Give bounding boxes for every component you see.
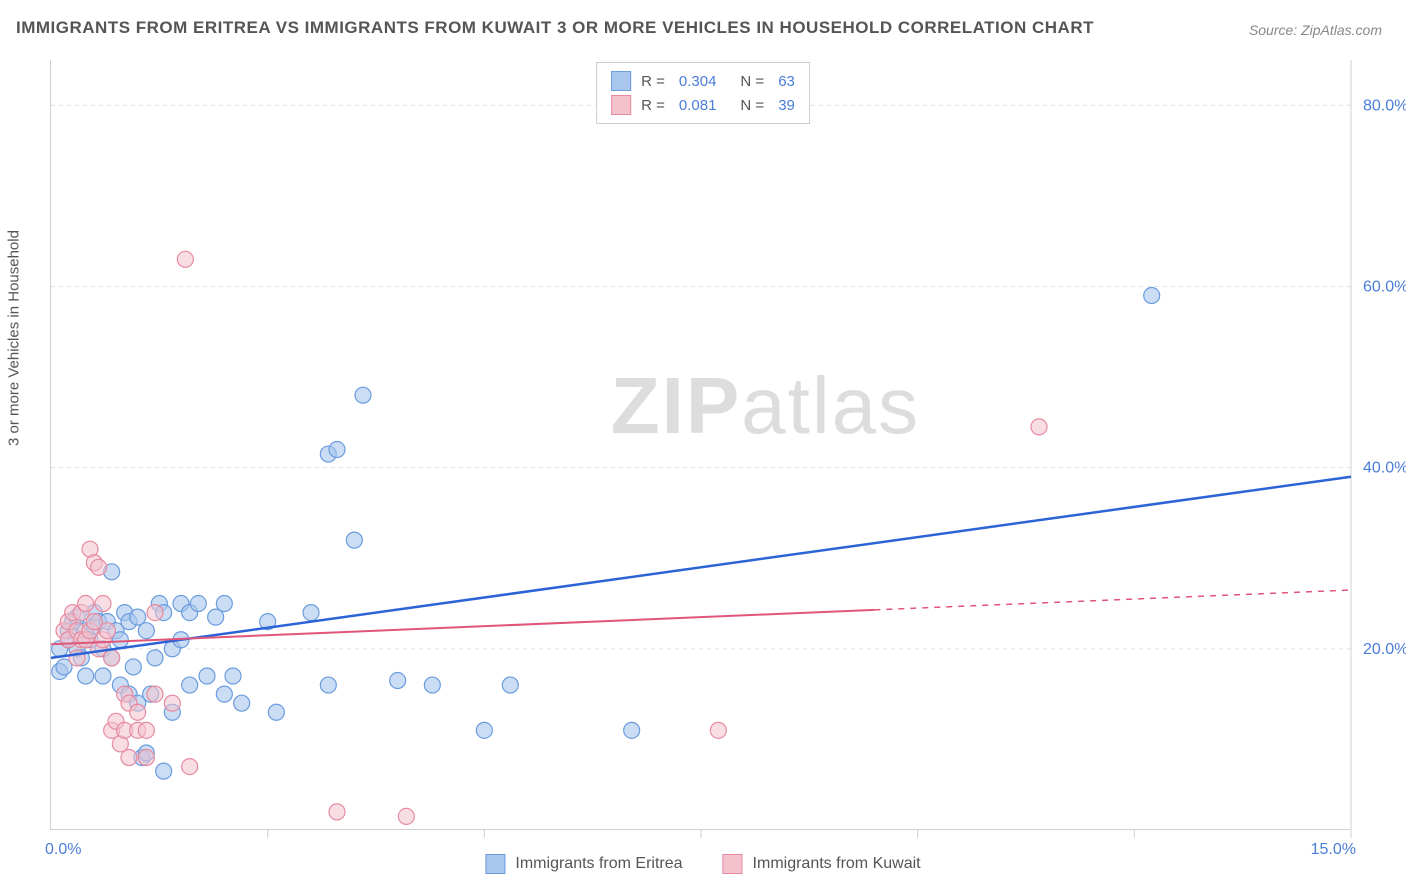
legend-r-value: 0.304 [679,73,717,90]
legend-n-value: 63 [778,73,795,90]
svg-text:60.0%: 60.0% [1363,278,1406,295]
legend-r-value: 0.081 [679,97,717,114]
y-axis-title: 3 or more Vehicles in Household [6,230,23,446]
legend-row: R = 0.304 N = 63 [611,69,795,93]
correlation-legend: R = 0.304 N = 63 R = 0.081 N = 39 [596,62,810,124]
chart-title: IMMIGRANTS FROM ERITREA VS IMMIGRANTS FR… [16,18,1094,38]
svg-text:80.0%: 80.0% [1363,97,1406,114]
legend-swatch [611,71,631,91]
x-axis-right-label: 15.0% [1311,841,1356,859]
plot-area: ZIPatlas 20.0%40.0%60.0%80.0% 0.0% 15.0% [50,60,1350,830]
source-attribution: Source: ZipAtlas.com [1249,22,1382,38]
series-name: Immigrants from Kuwait [753,855,921,873]
legend-r-label: R = [641,97,665,114]
trend-layer [51,60,1350,829]
svg-text:40.0%: 40.0% [1363,460,1406,477]
legend-swatch [485,854,505,874]
series-legend-item: Immigrants from Kuwait [723,854,921,874]
legend-r-label: R = [641,73,665,90]
legend-swatch [611,95,631,115]
legend-n-label: N = [740,73,764,90]
legend-swatch [723,854,743,874]
legend-n-value: 39 [778,97,795,114]
svg-text:20.0%: 20.0% [1363,641,1406,658]
legend-row: R = 0.081 N = 39 [611,93,795,117]
legend-n-label: N = [740,97,764,114]
series-legend: Immigrants from Eritrea Immigrants from … [485,854,920,874]
x-axis-left-label: 0.0% [45,841,81,859]
series-name: Immigrants from Eritrea [515,855,682,873]
series-legend-item: Immigrants from Eritrea [485,854,682,874]
